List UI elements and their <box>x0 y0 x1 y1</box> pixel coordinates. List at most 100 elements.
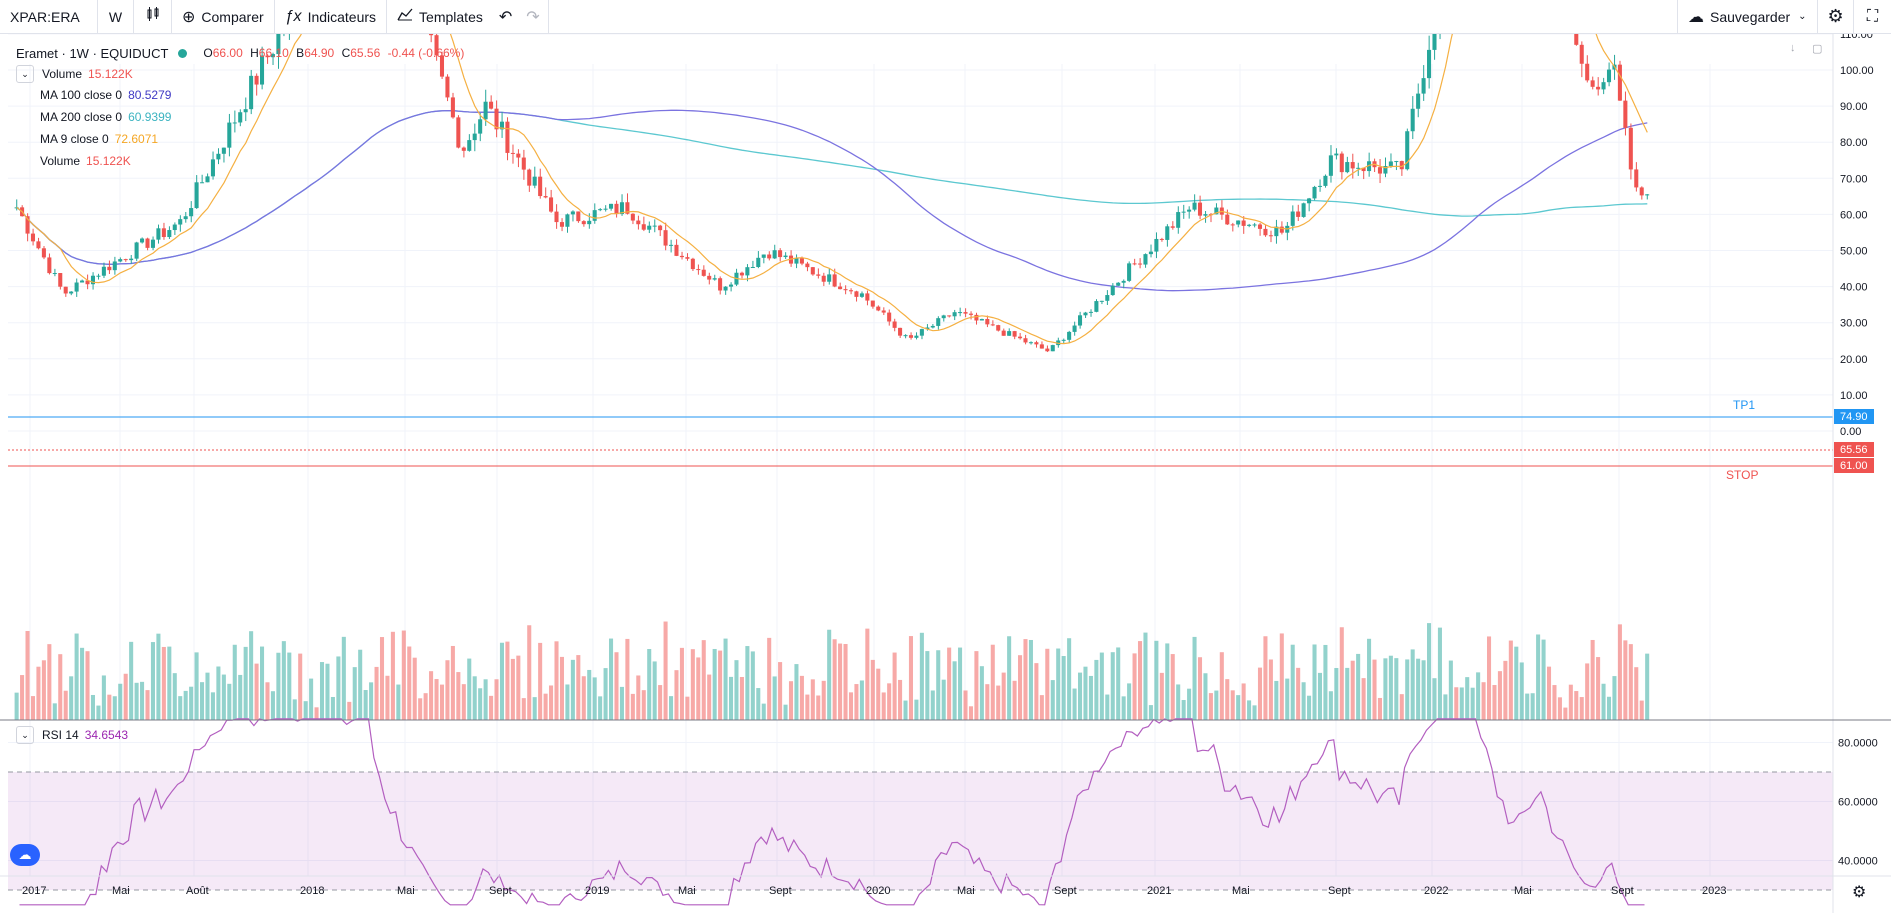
price-tick-label: 0.00 <box>1840 426 1861 438</box>
indicators-button[interactable]: ƒx Indicateurs <box>275 0 388 34</box>
compare-button[interactable]: ⊕ Comparer <box>172 0 275 34</box>
candle-body <box>434 35 439 56</box>
scroll-down-icon[interactable]: ↓ <box>1790 42 1796 54</box>
fullscreen-button[interactable]: ⛶ <box>1853 0 1891 34</box>
symbol-search-button[interactable]: XPAR:ERA <box>0 0 98 34</box>
time-tick-label: Mai <box>1232 885 1250 897</box>
compare-label: Comparer <box>201 8 264 25</box>
volume-bar <box>1563 707 1568 720</box>
volume-bar <box>799 675 804 720</box>
candle-body <box>445 76 450 98</box>
candle-body <box>1197 202 1203 216</box>
candle-body <box>134 242 139 259</box>
main-chart[interactable]: TP1 STOP 170.00160.00150.00140.00130.001… <box>0 34 1891 913</box>
volume-bar <box>292 699 297 720</box>
tradingview-logo-icon[interactable]: ☁ <box>10 844 40 866</box>
candle-body <box>1116 282 1121 286</box>
volume-bar <box>767 637 772 720</box>
collapse-indicators-button[interactable]: ⌄ <box>16 65 34 83</box>
volume-bar <box>1377 697 1382 720</box>
save-button[interactable]: ☁ Sauvegarder ⌄ <box>1677 0 1817 34</box>
price-tick-label: 20.00 <box>1840 354 1868 366</box>
cloud-icon: ☁ <box>1688 8 1704 26</box>
chart-style-button[interactable] <box>134 0 172 34</box>
candle-body <box>1143 254 1148 265</box>
volume-bar <box>1279 633 1284 720</box>
maximize-pane-icon[interactable]: ▢ <box>1812 43 1823 55</box>
volume-bar <box>1443 694 1448 720</box>
volume-bar <box>832 639 837 720</box>
candle-body <box>554 211 559 223</box>
volume-bar <box>1546 666 1552 720</box>
candle-body <box>1416 93 1421 109</box>
candle-body <box>925 327 930 330</box>
candle-body <box>1323 175 1328 186</box>
candle-body <box>1427 49 1432 79</box>
collapse-rsi-button[interactable]: ⌄ <box>16 726 34 744</box>
candle-body <box>499 121 504 130</box>
volume-bar <box>603 668 608 720</box>
volume-bar <box>1116 647 1121 720</box>
volume-bar <box>369 682 374 720</box>
volume-bar <box>941 679 946 720</box>
volume-bar <box>489 695 494 720</box>
candle-body <box>625 202 630 214</box>
volume-bar <box>1192 636 1197 720</box>
volume-bar <box>1127 683 1132 720</box>
volume-bar <box>276 652 281 720</box>
candle-body <box>183 216 188 220</box>
volume-bar <box>352 667 357 720</box>
templates-button[interactable]: Templates <box>387 0 493 34</box>
volume-bar <box>1050 680 1055 720</box>
volume-bar <box>1121 696 1126 720</box>
volume-bar <box>663 621 668 720</box>
time-tick-label: Mai <box>112 885 130 897</box>
axis-settings-gear-icon[interactable]: ⚙ <box>1852 884 1867 901</box>
candle-body <box>1050 345 1055 352</box>
candle-body <box>1257 224 1263 229</box>
volume-bar <box>936 650 941 720</box>
volume-bar <box>690 649 695 720</box>
redo-button[interactable]: ↷ <box>518 0 549 34</box>
candle-body <box>1617 64 1622 101</box>
candle-body <box>1099 300 1104 302</box>
candle-body <box>1067 331 1072 340</box>
candle-body <box>1083 312 1088 316</box>
undo-button[interactable]: ↶ <box>493 0 518 34</box>
plus-circle-icon: ⊕ <box>182 8 196 26</box>
volume-bar <box>260 646 265 720</box>
candle-body <box>996 325 1001 331</box>
volume-bar <box>1105 694 1110 720</box>
volume-bar <box>1137 641 1143 720</box>
rsi-legend-label: RSI 14 <box>42 728 79 742</box>
volume-bar <box>379 637 385 720</box>
candle-body <box>1596 86 1601 90</box>
candle-body <box>887 312 892 322</box>
volume-bar <box>281 641 286 720</box>
price-tick-label: 40.00 <box>1840 282 1868 294</box>
volume-bar <box>827 629 832 720</box>
candle-body <box>1296 211 1301 217</box>
function-icon: ƒx <box>284 7 302 25</box>
time-tick-label: Sept <box>769 885 792 897</box>
volume-bar <box>1028 639 1033 720</box>
volume-bar <box>1334 668 1339 720</box>
candle-body <box>570 211 575 215</box>
volume-bar <box>298 653 303 720</box>
save-label: Sauvegarder <box>1710 8 1791 25</box>
candle-body <box>592 210 597 221</box>
undo-icon: ↶ <box>498 8 513 26</box>
tp-price-text: 74.90 <box>1840 411 1868 423</box>
legend-title[interactable]: Eramet · 1W · EQUIDUCT <box>16 45 169 61</box>
interval-button[interactable]: W <box>98 0 134 34</box>
candle-body <box>1623 100 1628 128</box>
candle-body <box>521 157 526 170</box>
volume-bar <box>1350 660 1355 720</box>
candle-body <box>881 310 886 313</box>
candle-body <box>36 241 41 249</box>
candle-body <box>1274 226 1279 237</box>
candle-body <box>118 259 123 262</box>
settings-button[interactable]: ⚙ <box>1817 0 1853 34</box>
volume-bar <box>238 674 243 720</box>
price-tick-label: 110.00 <box>1840 34 1873 41</box>
